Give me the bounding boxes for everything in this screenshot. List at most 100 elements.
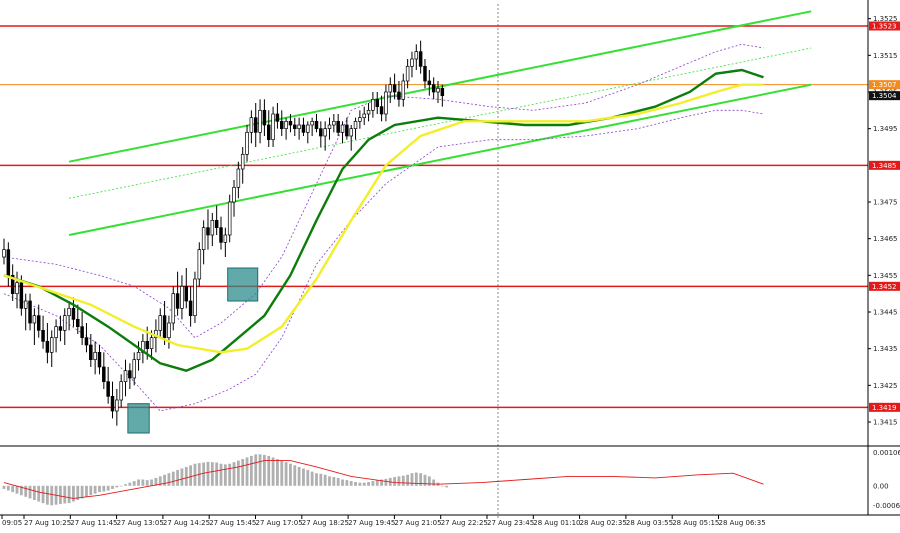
macd-bar-88 xyxy=(384,478,388,486)
entry-highlights xyxy=(127,267,259,434)
candle-8 xyxy=(36,304,41,338)
candle-body xyxy=(115,399,119,412)
candle-89 xyxy=(388,77,393,103)
macd-panel xyxy=(0,445,900,506)
macd-tick-label-0: 0.00106 xyxy=(873,449,900,457)
candle-body xyxy=(76,318,80,328)
macd-bar-41 xyxy=(180,468,184,486)
macd-bar-9 xyxy=(41,485,45,504)
candle-body xyxy=(253,117,258,133)
candle-body xyxy=(288,120,293,126)
macd-bar-49 xyxy=(215,462,219,486)
candle-9 xyxy=(41,315,45,349)
candle-body xyxy=(236,168,241,188)
candle-67 xyxy=(293,117,297,136)
macd-bar-64 xyxy=(280,460,284,486)
macd-bar-93 xyxy=(406,474,410,486)
candle-83 xyxy=(362,106,366,125)
candle-101 xyxy=(440,84,445,107)
candle-body xyxy=(410,58,414,67)
candle-80 xyxy=(349,125,353,151)
channel-line-5 xyxy=(68,83,812,236)
candle-body xyxy=(58,326,63,331)
candle-1 xyxy=(6,242,11,287)
candle-17 xyxy=(76,304,80,334)
candle-44 xyxy=(193,271,197,323)
macd-bar-10 xyxy=(46,485,49,505)
candle-body xyxy=(80,326,84,339)
macd-bar-58 xyxy=(254,454,258,486)
candle-body xyxy=(280,120,284,130)
macd-bar-16 xyxy=(72,485,75,502)
candle-body xyxy=(323,128,327,137)
candle-body xyxy=(158,315,162,331)
candle-body xyxy=(167,322,171,339)
price-tag-box-0 xyxy=(869,21,900,31)
macd-bar-67 xyxy=(293,465,297,486)
macd-bar-43 xyxy=(189,465,193,486)
candle-body xyxy=(41,329,45,342)
candle-body xyxy=(89,344,93,361)
candle-64 xyxy=(280,110,284,136)
price-tag-label-5: 1.3419 xyxy=(872,404,897,412)
time-tick-label-13: 28 Aug 02:35 xyxy=(580,519,627,527)
candle-body xyxy=(358,117,362,122)
candle-body xyxy=(227,201,232,236)
candle-body xyxy=(149,337,154,350)
price-tag-box-5 xyxy=(869,402,900,412)
candle-body xyxy=(314,120,319,130)
macd-bar-19 xyxy=(85,485,88,497)
candle-37 xyxy=(162,301,167,345)
candle-body xyxy=(388,84,393,93)
time-tick-label-4: 27 Aug 14:25 xyxy=(163,519,210,527)
candle-52 xyxy=(227,194,232,243)
macd-bar-57 xyxy=(249,455,253,486)
candle-body xyxy=(332,120,336,126)
price-tag-box-3 xyxy=(869,160,900,170)
candle-69 xyxy=(301,117,306,136)
candle-81 xyxy=(353,117,358,140)
candle-97 xyxy=(423,59,427,89)
candle-body xyxy=(32,315,37,324)
candle-73 xyxy=(319,121,323,147)
candle-49 xyxy=(214,205,219,235)
time-tick-label-3: 27 Aug 13:05 xyxy=(117,519,164,527)
candle-42 xyxy=(184,268,189,309)
candle-30 xyxy=(132,352,136,386)
macd-bar-7 xyxy=(32,485,36,500)
candle-body xyxy=(223,234,228,243)
candle-body xyxy=(423,65,427,82)
macd-bar-68 xyxy=(297,466,301,486)
candle-59 xyxy=(258,99,262,144)
candle-74 xyxy=(323,121,327,151)
candle-body xyxy=(197,249,202,280)
candle-41 xyxy=(180,275,184,320)
macd-bar-18 xyxy=(80,485,84,499)
candle-85 xyxy=(371,92,375,118)
price-tag-label-0: 1.3523 xyxy=(872,23,897,31)
candle-body xyxy=(188,300,193,317)
macd-bar-99 xyxy=(432,479,436,486)
candle-50 xyxy=(219,216,223,250)
candle-body xyxy=(106,381,110,397)
candle-body xyxy=(45,340,50,353)
candle-body xyxy=(340,124,345,133)
candle-47 xyxy=(206,209,210,250)
band-bb-lower xyxy=(3,109,764,412)
candle-15 xyxy=(67,301,71,331)
time-tick-label-5: 27 Aug 15:45 xyxy=(209,519,256,527)
macd-bar-30 xyxy=(132,481,136,486)
candle-72 xyxy=(314,114,319,133)
macd-bar-69 xyxy=(302,468,305,486)
candle-39 xyxy=(171,286,176,331)
macd-bar-94 xyxy=(410,473,414,486)
candle-95 xyxy=(414,44,419,70)
candle-body xyxy=(10,274,15,295)
channel-lines xyxy=(68,10,812,236)
macd-bar-32 xyxy=(141,479,145,486)
candle-3 xyxy=(15,271,19,309)
time-tick-label-6: 27 Aug 17:05 xyxy=(256,519,303,527)
time-tick-label-0: 09:05 xyxy=(2,519,22,527)
